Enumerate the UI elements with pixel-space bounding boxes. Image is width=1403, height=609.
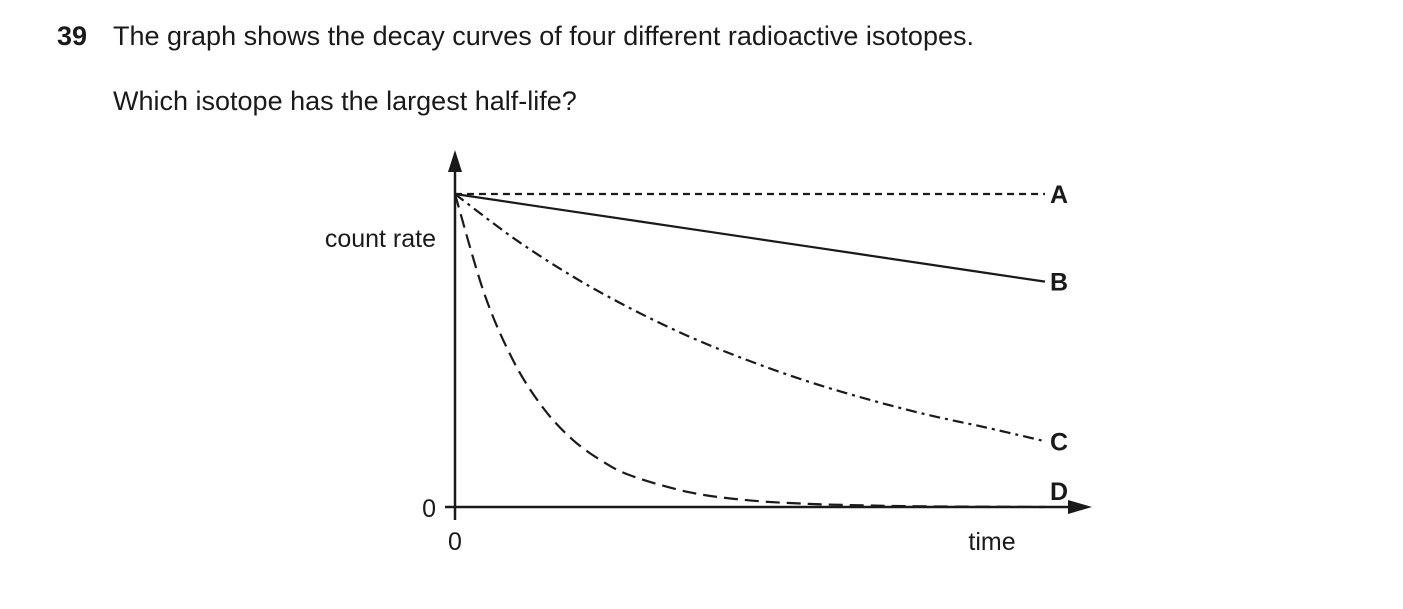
question-prompt: Which isotope has the largest half-life?	[113, 86, 577, 116]
chart-labels: count rate time 00 A B CD	[325, 181, 1068, 556]
x-axis-arrow	[1068, 500, 1092, 514]
chart-series	[453, 192, 1046, 509]
question-number: 39	[57, 21, 88, 51]
series-a-label: A	[1050, 181, 1068, 209]
series-c-line	[454, 193, 1046, 443]
x-origin-label: 0	[448, 528, 462, 556]
y-origin-label: 0	[422, 495, 436, 523]
chart-axes	[445, 150, 1092, 520]
x-axis-label: time	[968, 528, 1015, 556]
y-axis-label: count rate	[325, 225, 436, 253]
series-b-line	[454, 192, 1046, 283]
series-d-line	[453, 193, 1046, 509]
series-b-label: B	[1050, 269, 1068, 297]
y-axis-arrow	[448, 150, 462, 172]
series-d-label: D	[1050, 478, 1068, 506]
series-c-label: C	[1050, 428, 1068, 456]
question-text: The graph shows the decay curves of four…	[113, 21, 974, 51]
